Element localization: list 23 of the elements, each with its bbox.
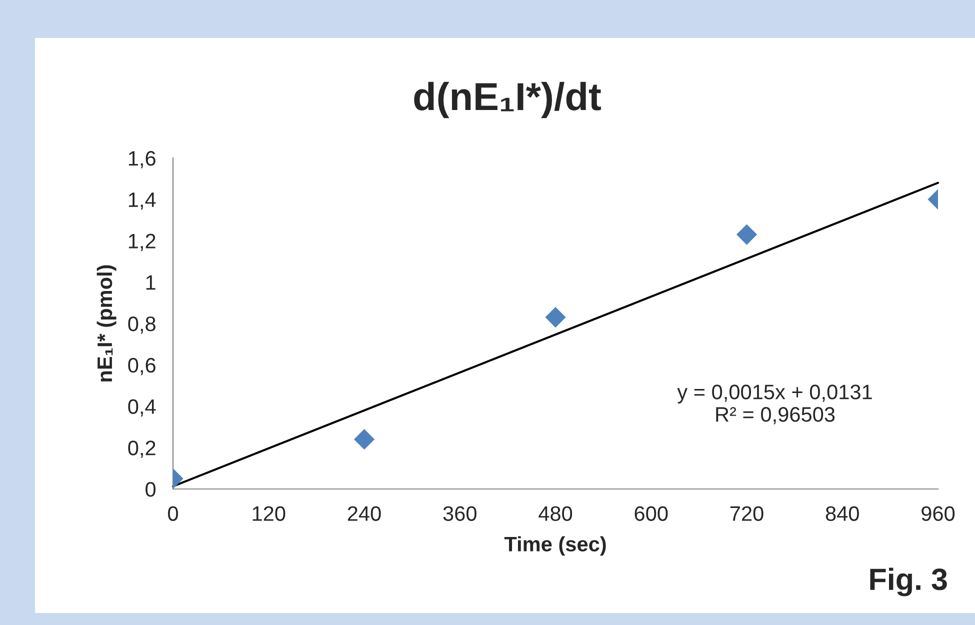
x-tick-label: 120 [252, 506, 286, 521]
x-tick-label: 480 [538, 506, 572, 521]
y-tick-label: 1,6 [128, 151, 156, 168]
x-tick-label: 600 [634, 506, 668, 521]
y-tick-label: 0,6 [128, 358, 156, 376]
y-tick-label: 1 [146, 275, 156, 290]
annotation: y = 0,0015x + 0,0131 R² = 0,96503 [677, 384, 872, 424]
x-axis-title: Time (sec) [504, 536, 606, 556]
y-tick-label: 0,8 [128, 316, 156, 334]
x-tick-label: 720 [730, 506, 764, 521]
y-tick-label: 1,2 [128, 234, 156, 251]
y-axis-title: nE₁I* (pmol) [96, 265, 116, 382]
y-tick-label: 1,4 [128, 192, 156, 210]
x-tick-label: 960 [922, 506, 955, 521]
y-tick-label: 0,2 [128, 440, 156, 458]
caption: Fig. 3 [870, 568, 947, 596]
chart-title: d(nE₁I*)/dt [414, 82, 601, 118]
x-tick-label: 840 [826, 506, 859, 521]
y-tick-label: 0 [146, 482, 156, 497]
y-tick-label: 0,4 [128, 399, 156, 416]
x-tick-label: 240 [348, 506, 381, 521]
x-tick-label: 0 [168, 506, 178, 521]
x-tick-label: 360 [443, 506, 476, 521]
